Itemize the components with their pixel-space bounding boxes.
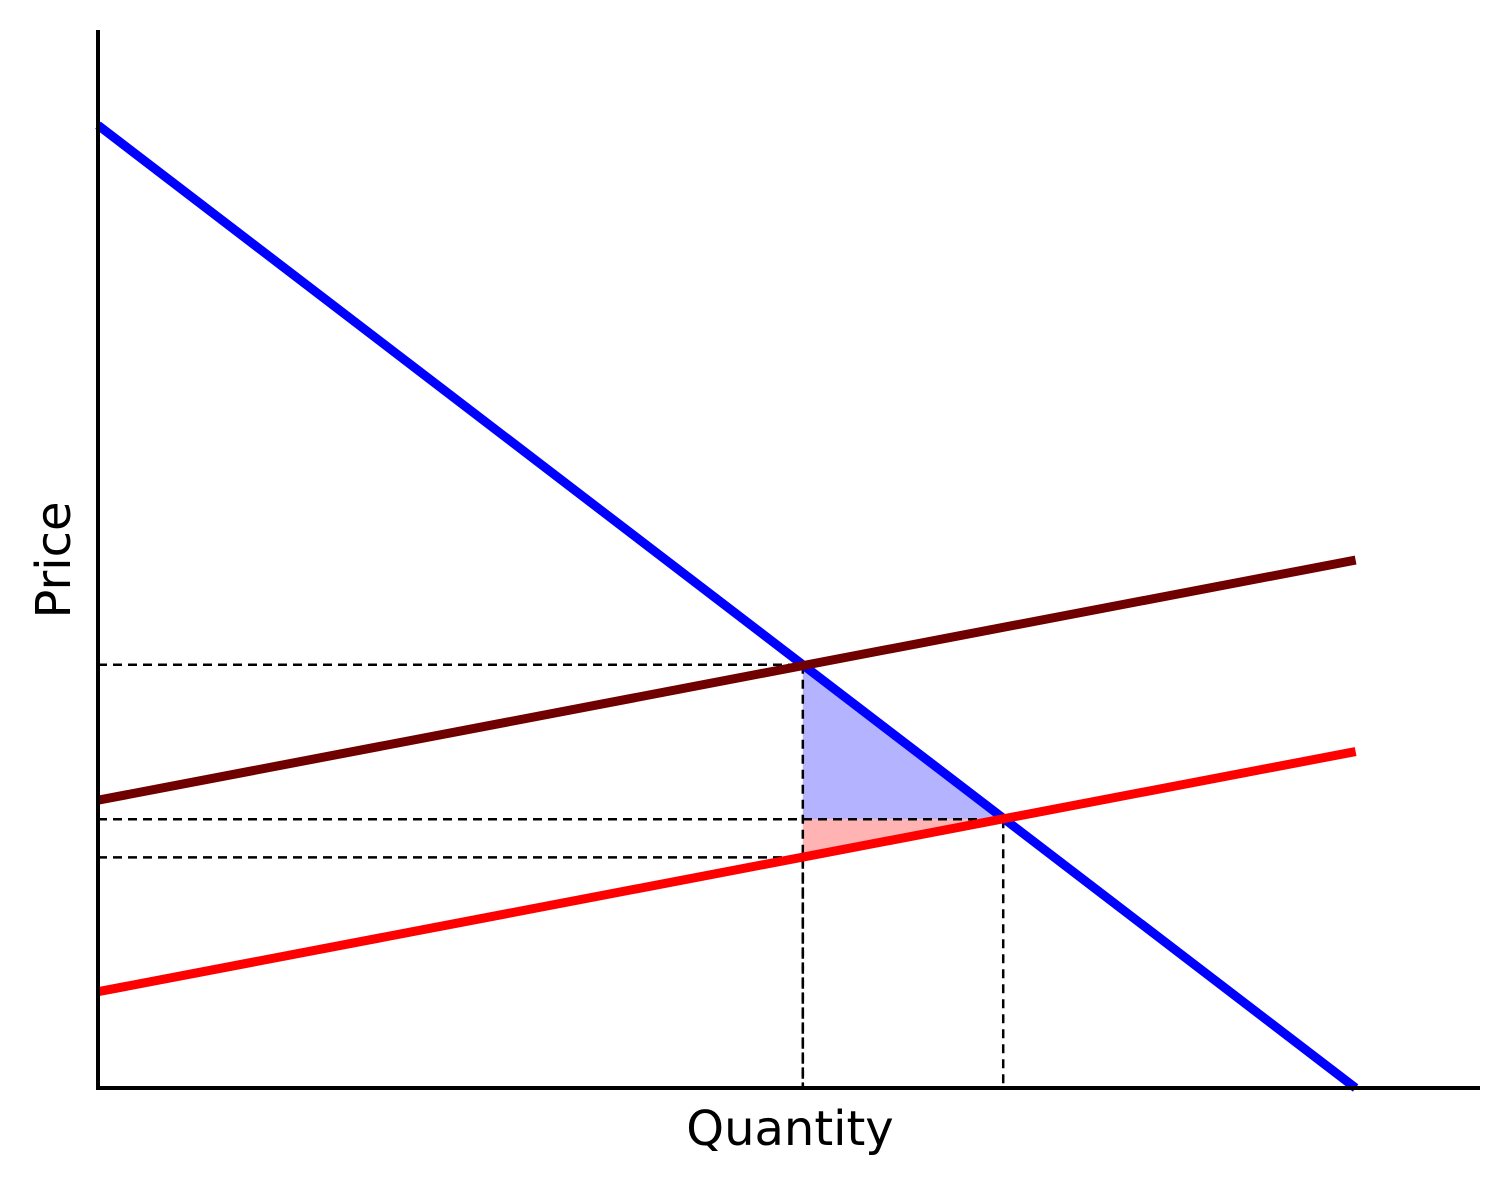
curve: [97, 555, 1357, 805]
curve: [97, 747, 1357, 997]
axes: [96, 30, 1480, 1090]
curve: [95, 121, 1359, 1092]
y-axis-label: Price: [26, 501, 82, 618]
x-axis-label: Quantity: [686, 1101, 893, 1157]
